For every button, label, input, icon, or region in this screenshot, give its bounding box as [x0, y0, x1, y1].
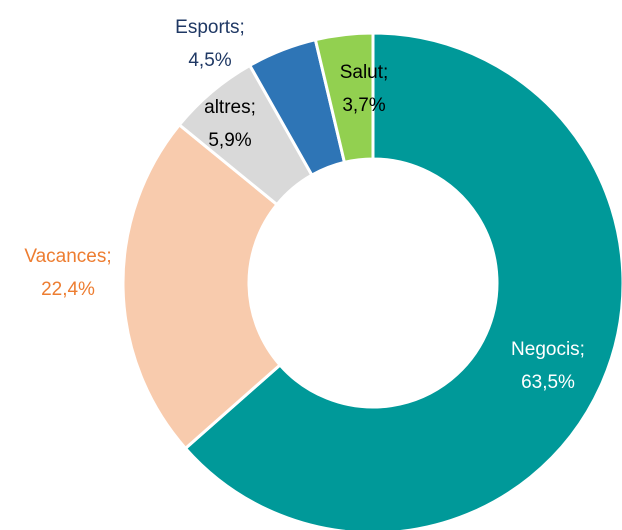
slice-label: Esports; [175, 17, 245, 38]
slice-value-label: 22,4% [41, 279, 95, 300]
donut-slice [313, 31, 375, 165]
slice-value-label: 63,5% [521, 372, 575, 393]
slice-label: Salut; [340, 62, 389, 83]
donut-slice [183, 31, 622, 530]
slice-label: Negocis; [511, 339, 585, 360]
slice-label: altres; [204, 97, 256, 118]
slice-value-label: 4,5% [188, 50, 231, 71]
slice-value-label: 5,9% [208, 130, 251, 151]
donut-slice [121, 122, 283, 451]
slice-value-label: 3,7% [342, 95, 385, 116]
slice-label: Vacances; [24, 246, 111, 267]
